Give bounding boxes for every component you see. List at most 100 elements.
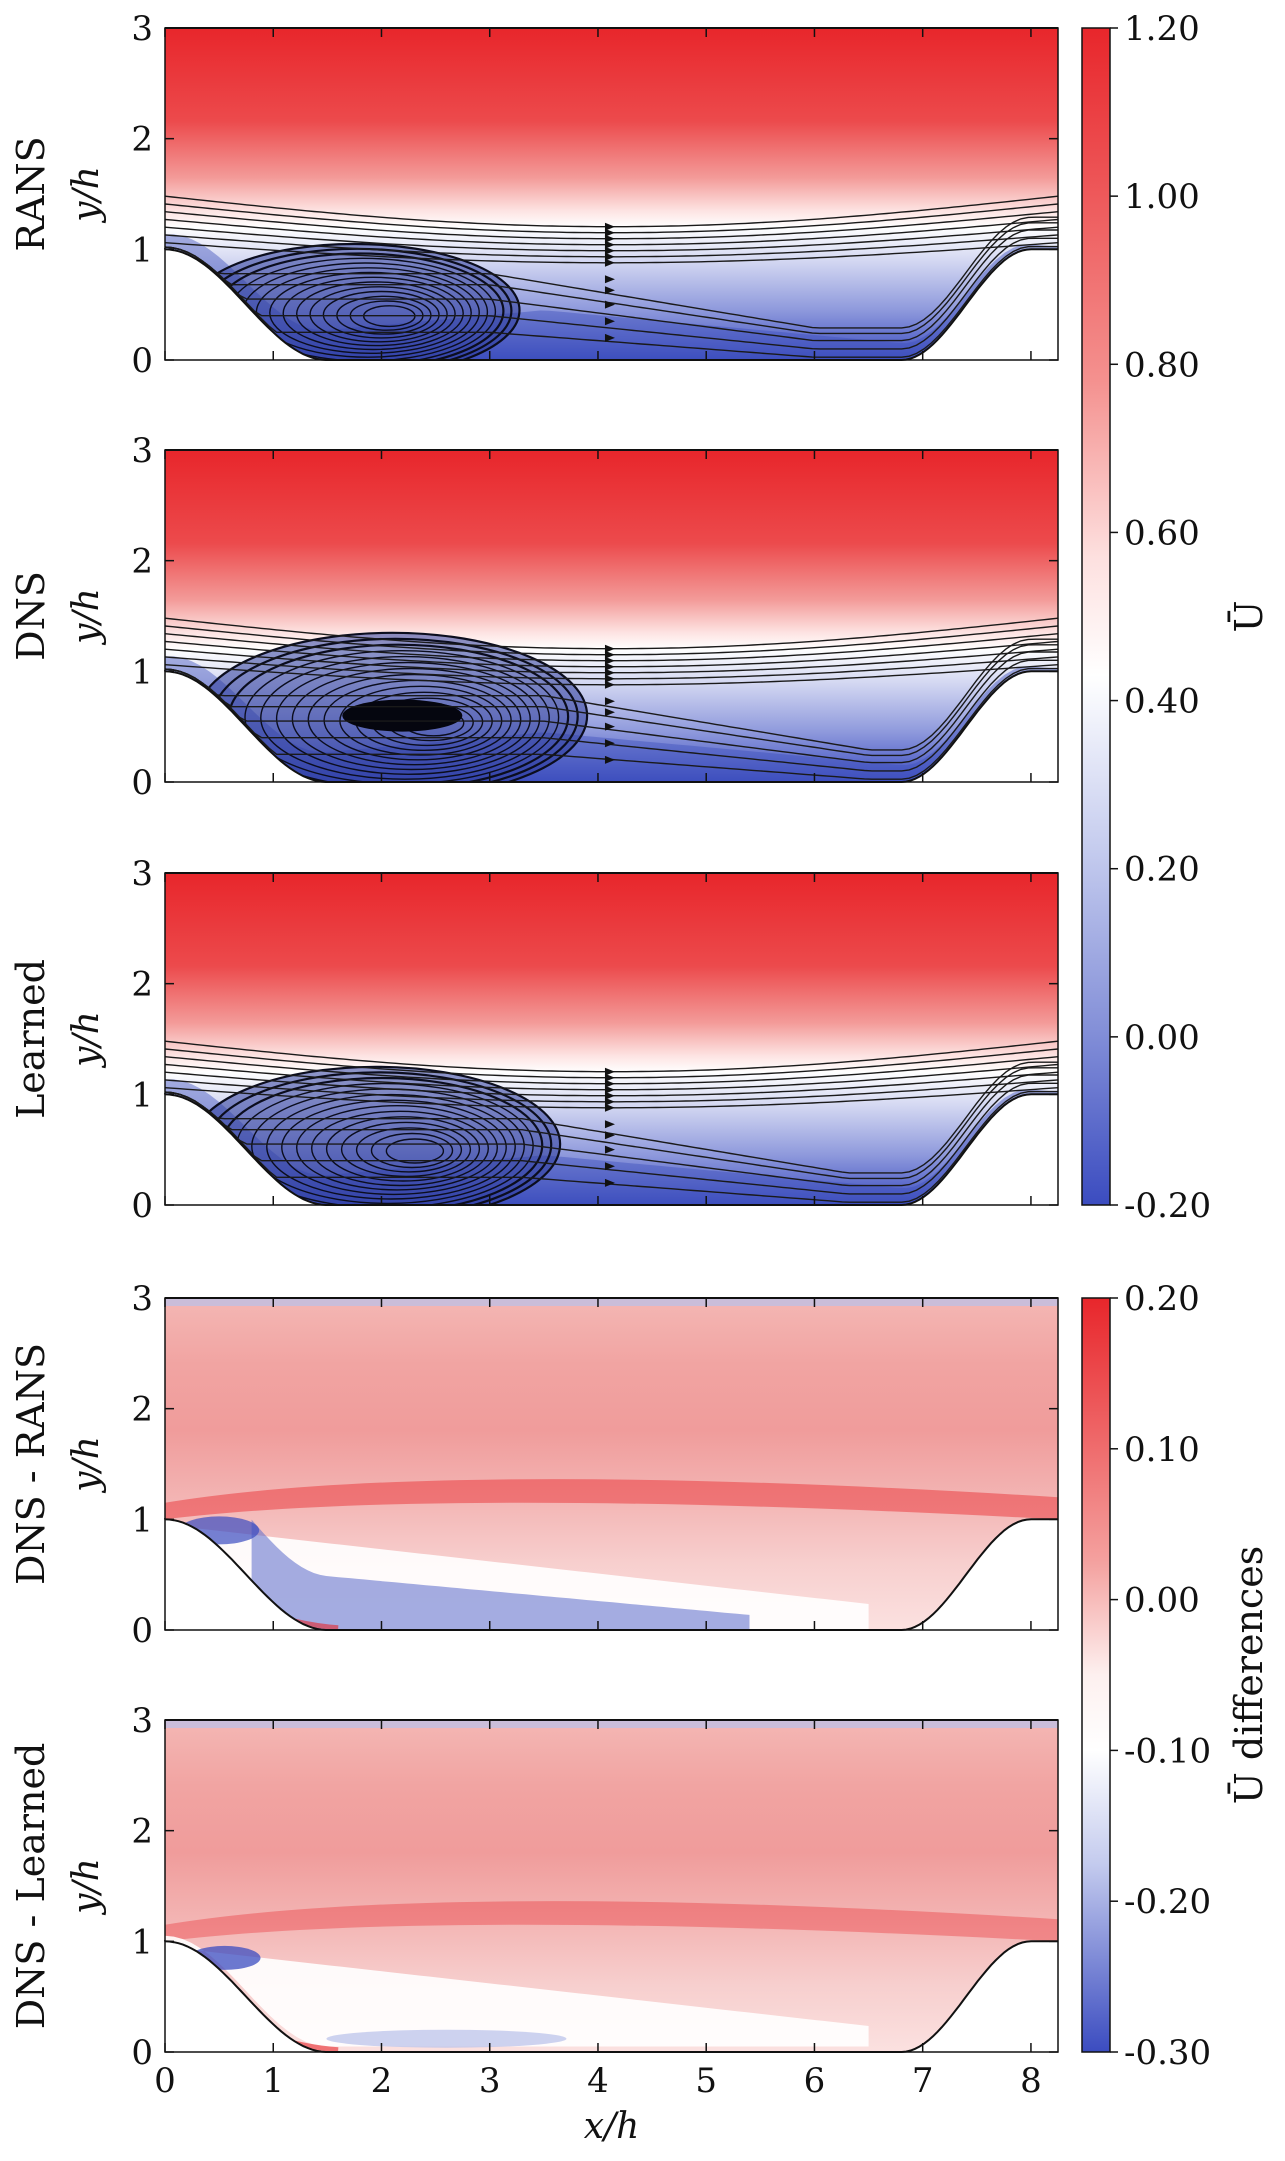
streamline xyxy=(165,245,1058,358)
colorbar-tick-label: 0.80 xyxy=(1124,345,1200,385)
y-tick-label: 1 xyxy=(131,652,153,692)
recirculation-streamline xyxy=(266,1093,516,1200)
panel-dns_minus_learned: 0 1 2 3 0 1 2 3 4 5 6 7 8 x/h DNS - Learned y/h xyxy=(9,1701,1059,2147)
panel-dns: 0 1 2 3 DNS y/h xyxy=(9,431,1059,803)
streamline xyxy=(165,237,1058,350)
shear-layer xyxy=(165,1901,1058,1942)
field-dns xyxy=(165,450,1058,782)
recirculation-streamline xyxy=(281,1099,507,1196)
x-tick-label: 7 xyxy=(912,2061,934,2101)
colorbar-tick-label: 0.00 xyxy=(1124,1018,1200,1058)
recirculation-streamline xyxy=(244,650,560,782)
recirculation-streamline xyxy=(275,661,541,776)
colorbar-tick-label: -0.10 xyxy=(1124,1731,1211,1771)
axes-frame xyxy=(164,449,1059,783)
negative-difference-region xyxy=(326,2029,567,2048)
field-learned xyxy=(165,873,1058,1205)
row-label: RANS xyxy=(9,136,53,251)
streamline-arrow xyxy=(604,1073,615,1082)
y-tick-label: 0 xyxy=(131,2033,153,2073)
streamline xyxy=(165,1074,1058,1187)
streamline-arrow xyxy=(604,286,615,295)
y-tick-label: 0 xyxy=(131,763,153,803)
recirculation-streamline xyxy=(260,655,550,780)
streamline-arrow xyxy=(604,240,615,249)
recirculation-streamline xyxy=(282,276,464,351)
row-label: DNS - Learned xyxy=(9,1743,53,2030)
streamline-arrow xyxy=(604,1120,615,1129)
streamline xyxy=(165,644,1058,757)
recirculation-streamline xyxy=(322,290,440,339)
streamline xyxy=(165,1082,1058,1195)
colorbar-label: Ū xyxy=(1227,600,1271,632)
recirculation-streamline xyxy=(291,667,531,771)
x-tick-label: 3 xyxy=(479,2061,501,2101)
colorbar-tick-label: 1.00 xyxy=(1124,177,1200,217)
y-tick-label: 2 xyxy=(131,1390,153,1430)
streamline-arrow xyxy=(604,674,615,683)
x-axis-label: x/h xyxy=(584,2106,640,2147)
streamline-arrow xyxy=(604,333,615,342)
colorbar-tick-label: 0.10 xyxy=(1124,1430,1200,1470)
axes-frame xyxy=(164,872,1059,1206)
streamline xyxy=(165,1061,1058,1174)
hill-geometry xyxy=(165,1519,1058,1632)
x-tick-label: 2 xyxy=(371,2061,393,2101)
y-tick-label: 3 xyxy=(131,1279,153,1319)
recirculation-streamline xyxy=(385,1138,445,1164)
streamline xyxy=(165,638,1058,751)
axes-frame xyxy=(164,1719,1059,2053)
streamline-arrow xyxy=(604,1178,615,1187)
top-wall-band xyxy=(165,1720,1058,1728)
colorbar-label: Ū differences xyxy=(1227,1546,1271,1804)
streamline-arrow xyxy=(604,668,615,677)
vortex-core xyxy=(342,699,463,732)
streamline-arrow xyxy=(604,656,615,665)
streamline-arrow xyxy=(604,246,615,255)
field-dns_minus_rans xyxy=(165,1298,1058,1630)
streamline-arrow xyxy=(604,755,615,764)
colorbar-gradient xyxy=(1081,1297,1111,2053)
recirculation-streamline xyxy=(325,1116,481,1182)
streamline-arrow xyxy=(604,1162,615,1171)
streamline xyxy=(165,222,1058,335)
y-tick-label: 1 xyxy=(131,1922,153,1962)
recirculation-streamline xyxy=(340,1121,472,1178)
y-tick-label: 0 xyxy=(131,1186,153,1226)
streamline-arrow xyxy=(604,222,615,231)
streamline-arrow xyxy=(604,722,615,731)
recirculation-streamline xyxy=(370,1132,454,1169)
streamline-arrow xyxy=(604,697,615,706)
hill-geometry xyxy=(165,671,1058,784)
streamline xyxy=(165,1067,1058,1180)
row-label: DNS - RANS xyxy=(9,1343,53,1585)
y-tick-label: 1 xyxy=(131,1500,153,1540)
colorbar-tick-label: -0.20 xyxy=(1124,1186,1211,1226)
streamline-arrow xyxy=(604,252,615,261)
panel-learned: 0 1 2 3 Learned y/h xyxy=(9,854,1059,1226)
hill-geometry xyxy=(165,1094,1058,1207)
colorbar-tick-label: 0.60 xyxy=(1124,513,1200,553)
y-tick-label: 2 xyxy=(131,965,153,1005)
streamline-arrow xyxy=(604,1091,615,1100)
colorbar-tick-label: -0.20 xyxy=(1124,1882,1211,1922)
x-tick-label: 5 xyxy=(695,2061,717,2101)
y-axis-label: y/h xyxy=(66,1436,107,1494)
streamline-arrow xyxy=(604,680,615,689)
y-tick-label: 2 xyxy=(131,1812,153,1852)
top-wall-band xyxy=(165,1298,1058,1306)
recirculation-streamline xyxy=(307,673,522,766)
streamline xyxy=(165,216,1058,329)
y-tick-label: 1 xyxy=(131,230,153,270)
y-axis-label: y/h xyxy=(66,166,107,224)
negative-difference-region xyxy=(251,1519,750,1630)
field-dns_minus_learned xyxy=(165,1720,1058,2052)
recirculation-streamline xyxy=(311,1110,490,1187)
row-label: Learned xyxy=(9,959,53,1119)
streamline-arrow xyxy=(604,275,615,284)
streamline-arrow xyxy=(604,1131,615,1140)
colorbar-tick-label: 0.40 xyxy=(1124,682,1200,722)
shear-layer xyxy=(165,1479,1058,1520)
panel-dns_minus_rans: 0 1 2 3 DNS - RANS y/h xyxy=(9,1279,1059,1651)
